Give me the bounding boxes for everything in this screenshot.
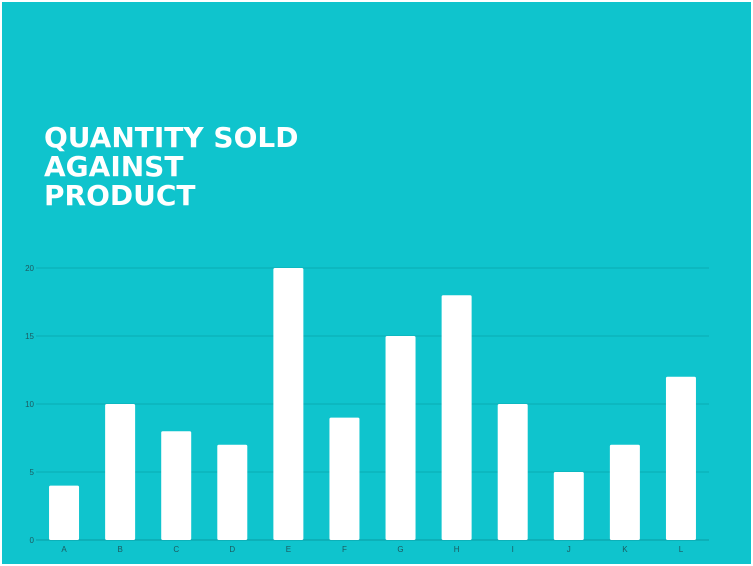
x-tick-label: K — [622, 545, 628, 554]
chart-title-line-1: QUANTITY SOLD — [44, 121, 299, 154]
chart-title-line-2: AGAINST — [44, 150, 184, 183]
y-tick-label: 20 — [25, 264, 34, 273]
bar-A[interactable] — [49, 485, 80, 540]
x-tick-label: C — [173, 545, 179, 554]
y-tick-label: 5 — [30, 468, 35, 477]
x-tick-label: B — [117, 545, 122, 554]
chart-title: QUANTITY SOLD AGAINST PRODUCT — [44, 123, 444, 210]
bar-D[interactable] — [217, 444, 248, 540]
x-tick-label: A — [61, 545, 67, 554]
bar-B[interactable] — [105, 404, 136, 540]
bars — [49, 268, 696, 540]
x-tick-label: I — [512, 545, 514, 554]
y-tick-label: 0 — [30, 536, 35, 545]
x-tick-label: E — [286, 545, 291, 554]
x-tick-label: D — [229, 545, 235, 554]
chart-title-line-3: PRODUCT — [44, 179, 196, 212]
bar-L[interactable] — [665, 376, 696, 540]
bar-C[interactable] — [161, 431, 192, 540]
bar-E[interactable] — [273, 268, 304, 540]
x-tick-labels: A B C D E F G H I J K L — [61, 545, 683, 554]
x-tick-label: F — [342, 545, 347, 554]
bar-H[interactable] — [441, 295, 472, 540]
bar-G[interactable] — [385, 336, 416, 540]
x-tick-label: J — [567, 545, 571, 554]
bar-I[interactable] — [497, 404, 528, 540]
y-tick-label: 10 — [25, 400, 34, 409]
x-tick-label: H — [454, 545, 460, 554]
y-tick-label: 15 — [25, 332, 34, 341]
bar-K[interactable] — [609, 444, 640, 540]
x-tick-label: G — [397, 545, 403, 554]
bar-J[interactable] — [553, 472, 584, 540]
bar-F[interactable] — [329, 417, 360, 540]
x-tick-label: L — [679, 545, 684, 554]
gridlines — [36, 267, 709, 541]
y-tick-labels: 0 5 10 15 20 — [25, 264, 34, 545]
